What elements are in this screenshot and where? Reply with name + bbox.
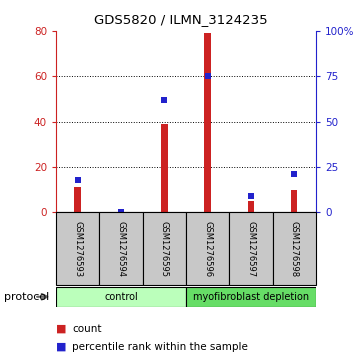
Bar bbox=[161, 124, 168, 212]
Bar bbox=[99, 212, 143, 285]
Text: count: count bbox=[72, 323, 102, 334]
Text: GSM1276593: GSM1276593 bbox=[73, 221, 82, 277]
Text: GSM1276597: GSM1276597 bbox=[247, 221, 255, 277]
Bar bbox=[186, 287, 316, 307]
Text: control: control bbox=[104, 292, 138, 302]
Bar bbox=[186, 212, 229, 285]
Bar bbox=[56, 287, 186, 307]
Text: GSM1276598: GSM1276598 bbox=[290, 221, 299, 277]
Text: ■: ■ bbox=[56, 342, 66, 352]
Bar bbox=[248, 201, 254, 212]
Bar bbox=[74, 187, 81, 212]
Text: GSM1276596: GSM1276596 bbox=[203, 221, 212, 277]
Bar bbox=[56, 212, 99, 285]
Bar bbox=[204, 33, 211, 212]
Text: GSM1276594: GSM1276594 bbox=[117, 221, 125, 277]
Text: protocol: protocol bbox=[4, 292, 49, 302]
Text: GDS5820 / ILMN_3124235: GDS5820 / ILMN_3124235 bbox=[94, 13, 267, 26]
Text: myofibroblast depletion: myofibroblast depletion bbox=[193, 292, 309, 302]
Bar bbox=[143, 212, 186, 285]
Text: percentile rank within the sample: percentile rank within the sample bbox=[72, 342, 248, 352]
Text: ■: ■ bbox=[56, 323, 66, 334]
Bar bbox=[273, 212, 316, 285]
Bar bbox=[291, 189, 297, 212]
Bar bbox=[229, 212, 273, 285]
Text: GSM1276595: GSM1276595 bbox=[160, 221, 169, 277]
